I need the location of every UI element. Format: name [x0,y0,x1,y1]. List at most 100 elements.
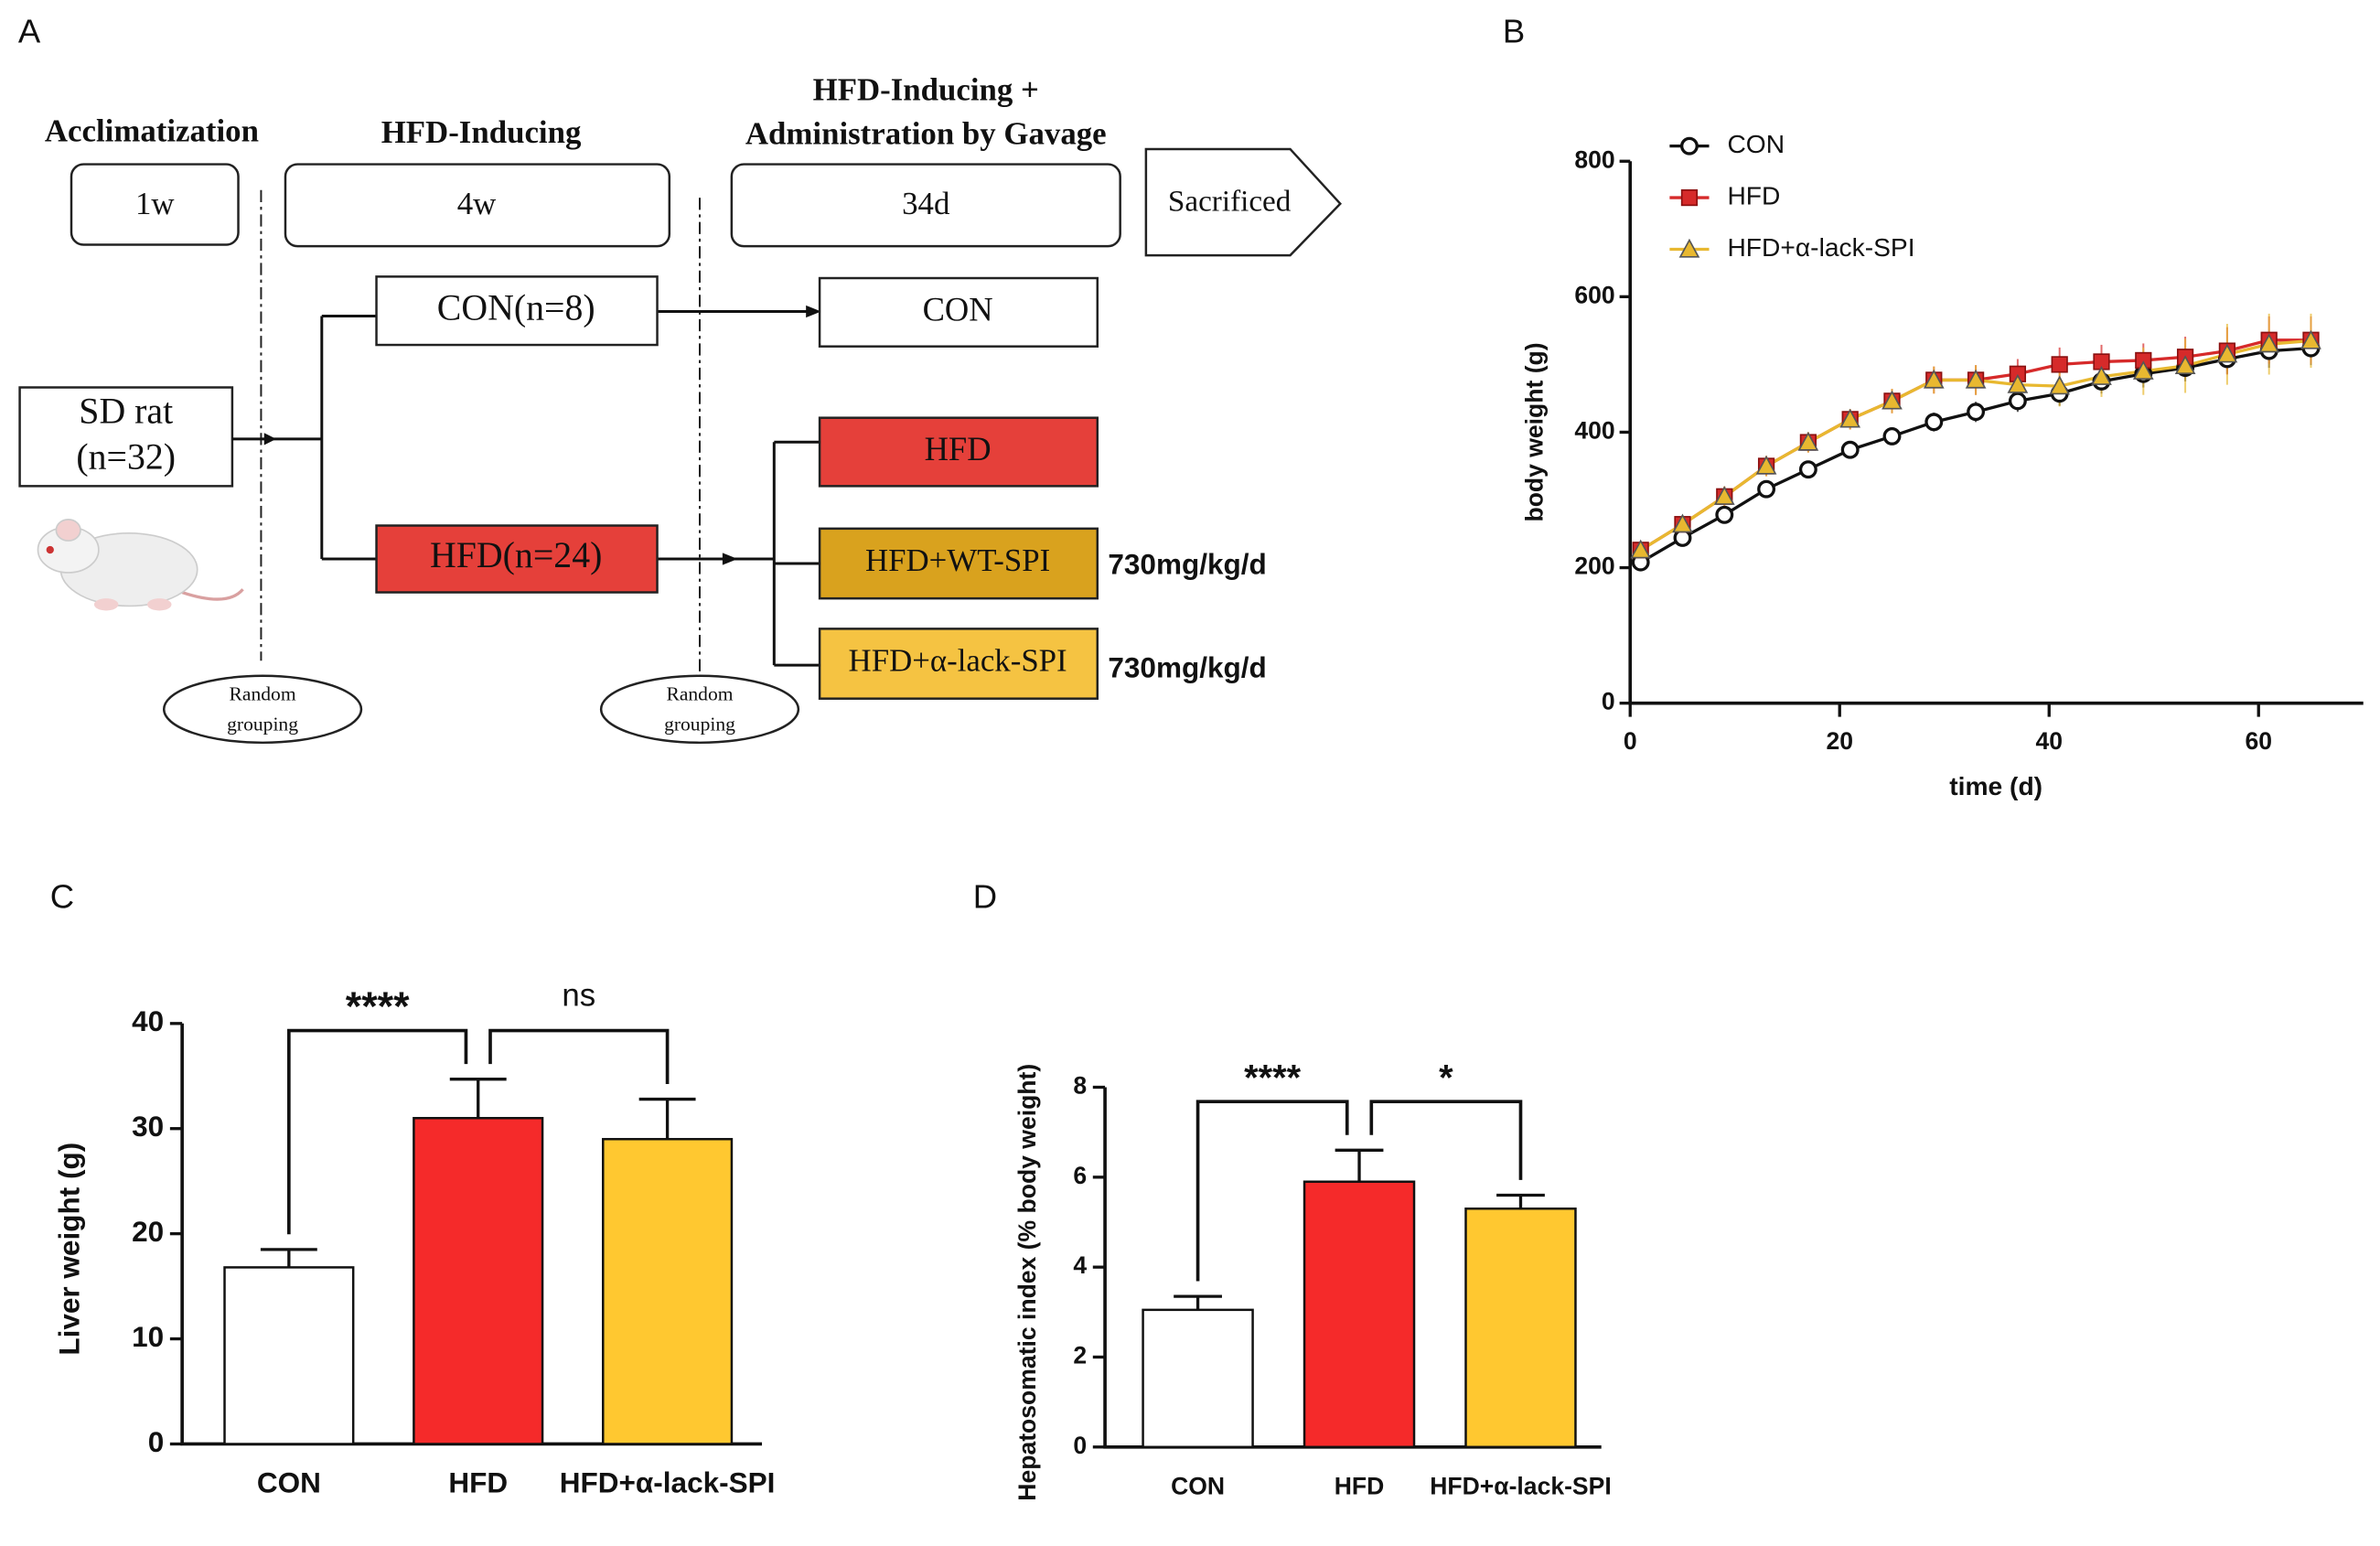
y-tick-label: 30 [132,1110,164,1143]
treatment-label: HFD+α-lack-SPI [849,643,1067,679]
marker [2174,355,2196,375]
marker [2049,375,2071,395]
marker [2216,343,2238,363]
legend-label: CON [1727,129,1785,158]
treatment-box [818,416,1099,488]
phase-title: HFD-Inducing [381,114,582,150]
panel-label: B [1503,12,1525,49]
marker [2132,360,2154,380]
phase-box [70,163,240,246]
dose: 730mg/kg/d [1108,548,1266,581]
legend-label: HFD [1727,181,1780,210]
bar [602,1137,734,1445]
marker [1630,539,1652,559]
x-tick-label: 20 [1826,727,1853,755]
y-tick-label: 0 [1073,1432,1087,1459]
treatment-label: CON [923,291,993,328]
bar [1142,1308,1254,1449]
start-box [18,386,234,488]
marker [2300,329,2321,349]
y-tick-label: 800 [1574,145,1614,173]
treatment-label: HFD+WT-SPI [865,542,1050,578]
arrowhead [263,433,277,446]
duration: 1w [135,186,175,221]
marker [1840,440,1860,459]
group-label: HFD(n=24) [430,535,602,575]
end-label: Sacrificed [1168,184,1292,218]
treatment-box [818,628,1099,700]
marker [2008,392,2027,411]
y-axis-label: Hepatosomatic index (% body weight) [1013,1064,1041,1501]
marker [1967,403,1986,422]
phase-title: Administration by Gavage [745,116,1107,152]
y-tick-label: 200 [1574,553,1614,580]
treatment-label: HFD [925,430,992,467]
start-label: SD rat [79,392,173,432]
phase-box [730,163,1121,248]
marker [1715,505,1734,524]
marker [1755,455,1777,475]
x-tick-label: HFD [448,1466,508,1499]
marker [1797,431,1819,451]
x-tick-label: HFD [1335,1473,1385,1500]
phase-box [284,163,671,248]
marker [1839,408,1861,428]
y-tick-label: 10 [132,1320,164,1353]
x-tick-label: CON [257,1466,321,1499]
y-tick-label: 600 [1574,281,1614,308]
y-tick-label: 400 [1574,416,1614,444]
x-tick-label: 0 [1624,727,1637,755]
marker [1881,390,1903,410]
treatment-box [818,276,1099,348]
panel-label: C [50,877,74,915]
panel-label: D [973,877,997,915]
significance-label: **** [1244,1058,1301,1099]
x-tick-label: HFD+α-lack-SPI [560,1466,776,1499]
duration: 34d [902,186,949,221]
significance-bracket [1195,1100,1349,1282]
marker [1924,413,1944,432]
x-tick-label: 60 [2245,727,2272,755]
random-label: Random [666,682,733,704]
significance-bracket [287,1028,468,1235]
legend-marker [1680,188,1699,207]
x-tick-label: CON [1171,1473,1225,1500]
start-label: (n=32) [76,436,176,477]
x-tick-label: 40 [2035,727,2063,755]
phase-title: Acclimatization [45,113,259,148]
significance-label: * [1439,1058,1453,1099]
y-tick-label: 40 [132,1004,164,1037]
end-arrow [1144,147,1342,257]
marker [1798,460,1817,479]
bar [1464,1207,1577,1449]
significance-bracket [1369,1100,1523,1180]
group-box [375,524,659,594]
y-tick-label: 0 [148,1425,165,1458]
legend-label: HFD+α-lack-SPI [1727,232,1914,262]
legend-marker [1679,136,1699,156]
marker [1882,426,1902,446]
x-tick-label: HFD+α-lack-SPI [1430,1473,1612,1500]
axis [180,1023,763,1446]
random-label: Random [230,682,296,704]
duration: 4w [457,186,497,221]
y-axis-label: body weight (g) [1520,342,1548,521]
phase-title: HFD-Inducing + [813,72,1039,108]
marker [2091,366,2112,385]
bar [1303,1180,1416,1449]
group-label: CON(n=8) [437,288,595,328]
y-tick-label: 8 [1073,1072,1087,1100]
marker [2007,373,2029,393]
random-oval [599,674,800,745]
marker [1965,369,1987,389]
legend-marker [1678,238,1700,258]
marker [2258,333,2280,353]
x-axis-label: time (d) [1949,771,2042,800]
arrowhead [806,305,821,318]
connectors [231,310,820,667]
marker [1713,486,1735,505]
random-oval [162,674,363,745]
random-label: grouping [227,714,298,735]
significance-bracket [488,1028,670,1084]
